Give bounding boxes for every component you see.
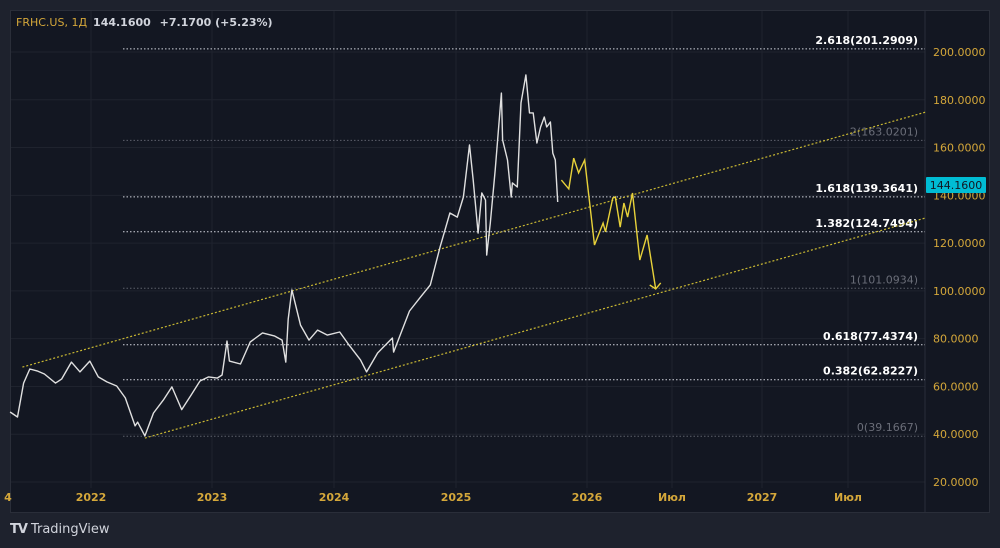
tradingview-logo-icon: TV xyxy=(10,522,28,537)
price-tick-label: 200.0000 xyxy=(933,46,986,59)
arrowhead-icon xyxy=(649,282,662,290)
price-tick-label: 60.0000 xyxy=(933,380,979,393)
price-tick-label: 120.0000 xyxy=(933,237,986,250)
grid xyxy=(11,11,926,512)
symbol-legend: FRHC.US, 1Д 144.1600 +7.1700 (+5.23%) xyxy=(16,16,278,29)
fibonacci-extension[interactable]: 2.618(201.2909) 2(163.0201) 1.618(139.3641… xyxy=(123,34,925,437)
price-tick-label: 100.0000 xyxy=(933,285,986,298)
trend-channel[interactable] xyxy=(22,111,926,439)
fib-level-label: 2(163.0201) xyxy=(850,125,918,138)
time-tick-label: 2024 xyxy=(319,491,350,504)
fib-level-label: 0.618(77.4374) xyxy=(823,330,918,343)
time-tick-label: 2026 xyxy=(572,491,603,504)
price-change: +7.1700 (+5.23%) xyxy=(159,16,273,29)
price-tick-label: 80.0000 xyxy=(933,333,979,346)
last-price: 144.1600 xyxy=(93,16,151,29)
last-price-badge: 144.1600 xyxy=(926,177,986,193)
channel-lower-line[interactable] xyxy=(144,217,926,439)
fib-level-label: 1.382(124.7494) xyxy=(815,217,918,230)
price-tick-label: 20.0000 xyxy=(933,476,979,489)
projection-line[interactable] xyxy=(560,157,657,290)
channel-upper-line[interactable] xyxy=(22,111,926,368)
fib-level-label: 0(39.1667) xyxy=(857,421,918,434)
symbol-name[interactable]: FRHC.US, 1Д xyxy=(16,16,88,29)
last-price-label: 144.1600 xyxy=(930,179,983,192)
price-tick-label: 160.0000 xyxy=(933,142,986,155)
time-tick-label: Июл xyxy=(658,491,686,504)
price-series xyxy=(9,74,559,437)
fib-level-label: 1.618(139.3641) xyxy=(815,182,918,195)
time-tick-label: 2027 xyxy=(747,491,778,504)
tradingview-logo[interactable]: TV TradingView xyxy=(10,522,109,537)
price-axis[interactable]: 200.0000180.0000160.0000140.0000120.0000… xyxy=(933,46,986,489)
price-tick-label: 40.0000 xyxy=(933,428,979,441)
fib-level-label: 1(101.0934) xyxy=(850,273,918,286)
time-tick-label: 2025 xyxy=(441,491,472,504)
price-line xyxy=(9,74,559,437)
time-tick-label: Июл xyxy=(834,491,862,504)
logo-text: TradingView xyxy=(30,522,110,537)
time-tick-label: 4 xyxy=(4,491,12,504)
time-axis[interactable]: 4 2022 2023 2024 2025 2026 Июл 2027 Июл xyxy=(4,491,862,504)
fib-level-label: 0.382(62.8227) xyxy=(823,365,918,378)
time-tick-label: 2023 xyxy=(197,491,228,504)
fib-level-label: 2.618(201.2909) xyxy=(815,34,918,47)
last-price-badge-bg xyxy=(926,177,986,193)
price-tick-label: 180.0000 xyxy=(933,94,986,107)
time-tick-label: 2022 xyxy=(76,491,107,504)
chart-panel[interactable] xyxy=(10,10,990,513)
projection-path[interactable] xyxy=(560,157,662,290)
